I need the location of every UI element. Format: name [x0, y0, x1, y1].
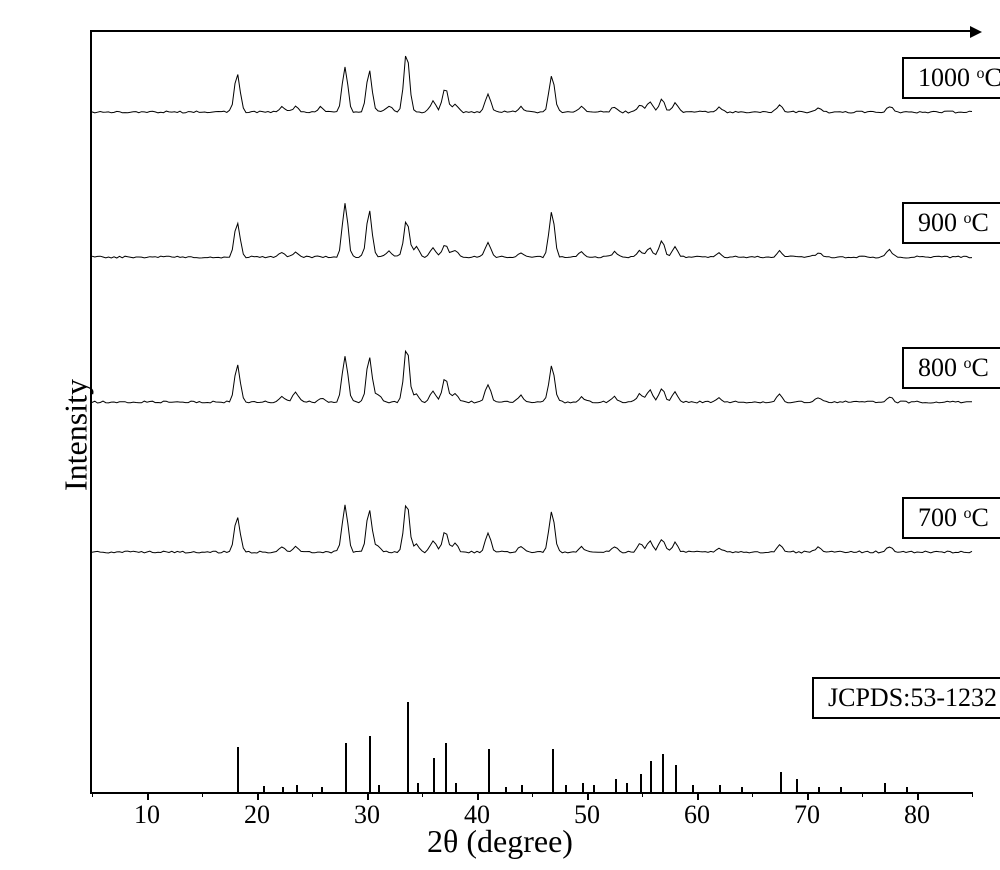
- jcpds-stick: [488, 749, 490, 792]
- x-tick-label: 30: [354, 800, 380, 830]
- x-tick-major: [477, 792, 479, 800]
- jcpds-stick: [582, 783, 584, 792]
- x-tick-major: [697, 792, 699, 800]
- x-tick-label: 10: [134, 800, 160, 830]
- x-tick-minor: [752, 792, 753, 797]
- jcpds-stick: [505, 787, 507, 792]
- x-tick-major: [587, 792, 589, 800]
- jcpds-stick: [282, 787, 284, 792]
- x-tick-label: 50: [574, 800, 600, 830]
- jcpds-stick: [345, 743, 347, 793]
- plot-area: 10203040506070801000 oC900 oC800 oC700 o…: [90, 30, 972, 794]
- jcpds-stick: [675, 765, 677, 792]
- x-tick-minor: [422, 792, 423, 797]
- xrd-chart: Intensity 10203040506070801000 oC900 oC8…: [0, 0, 1000, 870]
- jcpds-stick: [296, 785, 298, 792]
- series-label-box: 700 oC: [902, 497, 1000, 539]
- jcpds-stick: [780, 772, 782, 792]
- jcpds-stick: [818, 787, 820, 792]
- jcpds-stick: [407, 702, 409, 792]
- x-tick-minor: [862, 792, 863, 797]
- jcpds-stick: [796, 779, 798, 792]
- jcpds-stick: [445, 743, 447, 793]
- x-tick-major: [917, 792, 919, 800]
- jcpds-stick: [906, 787, 908, 792]
- x-tick-label: 80: [904, 800, 930, 830]
- jcpds-stick: [662, 754, 664, 792]
- jcpds-stick: [626, 783, 628, 792]
- jcpds-stick: [640, 774, 642, 792]
- reference-label-box: JCPDS:53-1232: [812, 677, 1000, 719]
- y-axis-label: Intensity: [57, 379, 94, 491]
- jcpds-stick: [593, 785, 595, 792]
- jcpds-stick: [378, 785, 380, 792]
- jcpds-stick: [369, 736, 371, 792]
- x-tick-major: [147, 792, 149, 800]
- jcpds-stick: [884, 783, 886, 792]
- x-tick-label: 60: [684, 800, 710, 830]
- x-tick-minor: [972, 792, 973, 797]
- jcpds-stick: [455, 783, 457, 792]
- x-tick-major: [807, 792, 809, 800]
- jcpds-stick: [741, 787, 743, 792]
- jcpds-stick: [615, 779, 617, 792]
- x-axis-label: 2θ (degree): [427, 823, 573, 860]
- jcpds-stick: [237, 747, 239, 792]
- jcpds-stick: [321, 787, 323, 792]
- x-tick-label: 20: [244, 800, 270, 830]
- x-tick-minor: [642, 792, 643, 797]
- jcpds-stick: [719, 785, 721, 792]
- jcpds-stick: [840, 787, 842, 792]
- x-tick-major: [367, 792, 369, 800]
- jcpds-stick: [552, 749, 554, 792]
- jcpds-stick: [650, 761, 652, 793]
- jcpds-stick: [692, 785, 694, 792]
- x-tick-minor: [202, 792, 203, 797]
- jcpds-stick: [433, 758, 435, 792]
- jcpds-stick: [263, 786, 265, 792]
- x-tick-minor: [532, 792, 533, 797]
- jcpds-stick: [565, 785, 567, 792]
- jcpds-stick: [521, 785, 523, 792]
- x-tick-minor: [92, 792, 93, 797]
- x-tick-label: 70: [794, 800, 820, 830]
- jcpds-stick: [417, 783, 419, 792]
- x-tick-minor: [312, 792, 313, 797]
- x-tick-major: [257, 792, 259, 800]
